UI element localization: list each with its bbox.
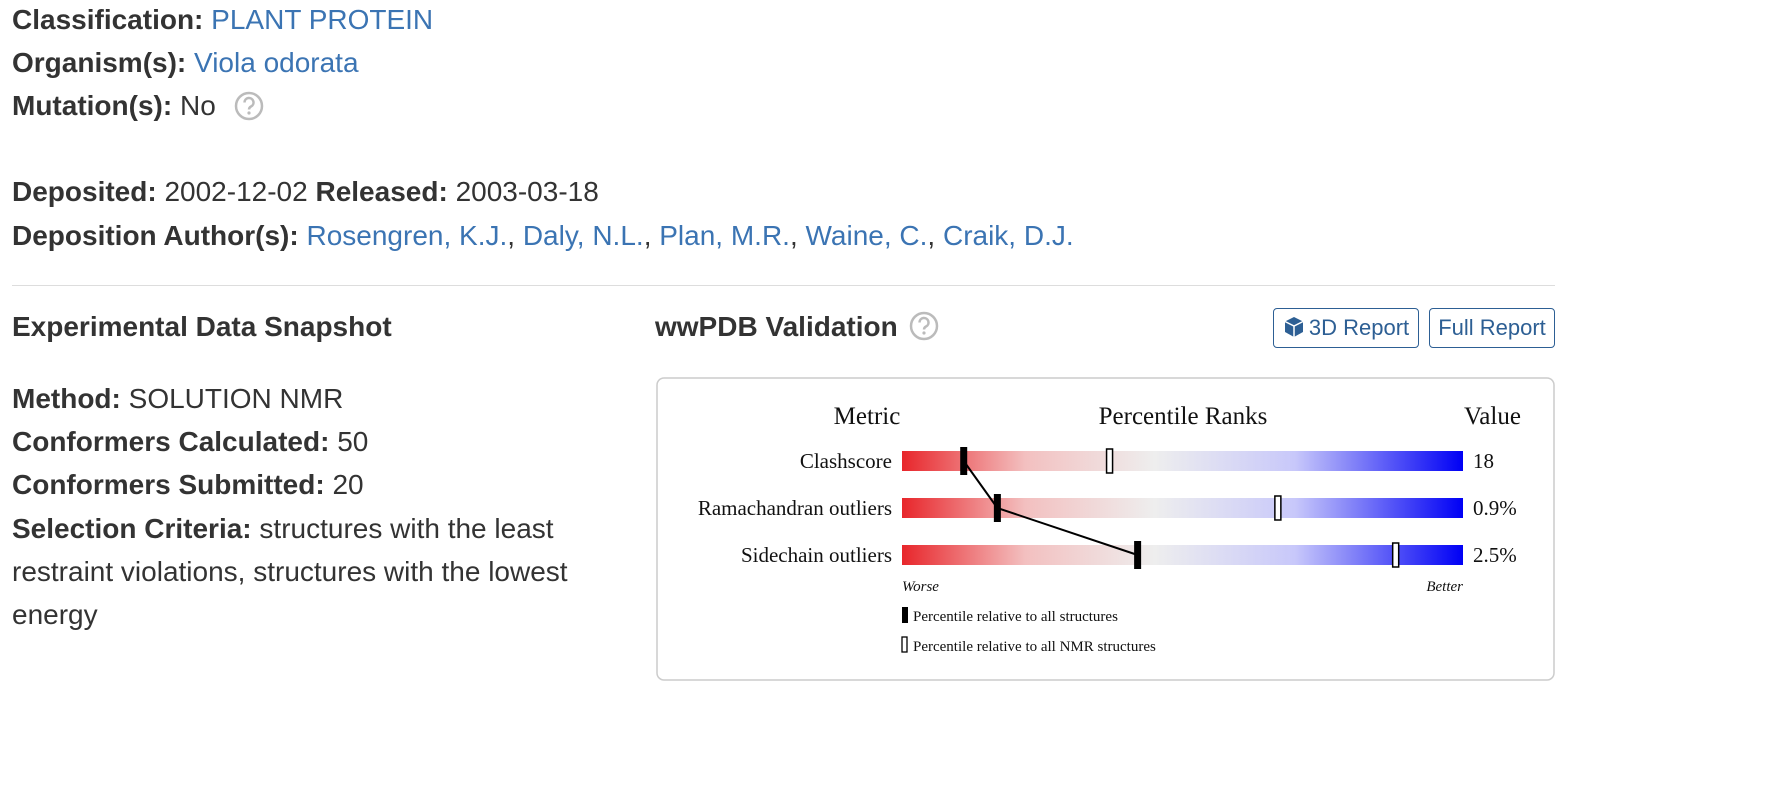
marker-nmr (1274, 495, 1282, 521)
legend-swatch (902, 607, 908, 623)
legend-text: Percentile relative to all NMR structure… (913, 639, 1156, 655)
label: Classification: (12, 4, 204, 35)
value: No (179, 90, 216, 121)
label: Conformers Submitted: (12, 469, 325, 500)
cube-icon (1284, 317, 1304, 337)
percentile-bar (902, 545, 1463, 565)
value: structures with the least restraint viol… (12, 513, 568, 630)
column-header: Metric (834, 403, 901, 430)
percentile-bar (902, 451, 1463, 471)
legend-swatch (901, 636, 908, 653)
help-icon[interactable] (234, 91, 264, 121)
author-link[interactable]: Daly, N.L. (522, 220, 644, 251)
author-link[interactable]: Plan, M.R. (659, 220, 790, 251)
metric-name: Sidechain outliers (741, 543, 892, 567)
author-link[interactable]: Rosengren, K.J. (306, 220, 508, 251)
value: 2003-03-18 (455, 176, 599, 207)
button-full-report[interactable]: Full Report (1429, 308, 1555, 348)
field: Conformers Submitted: 20 (12, 463, 364, 506)
author-link[interactable]: Craik, D.J. (942, 220, 1074, 251)
author-link[interactable]: Waine, C. (805, 220, 928, 251)
metric-value: 18 (1473, 449, 1494, 473)
label: 3D Report (1308, 315, 1410, 340)
separator: , (643, 220, 652, 251)
value: 2002-12-02 (164, 176, 308, 207)
label: Method: (12, 383, 121, 414)
metric-name: Ramachandran outliers (698, 496, 892, 520)
marker-all (1134, 541, 1142, 569)
metric-name: Clashscore (800, 449, 892, 473)
separator: , (789, 220, 798, 251)
value: SOLUTION NMR (128, 383, 344, 414)
title: wwPDB Validation (655, 311, 898, 342)
worse-label: Worse (902, 579, 939, 595)
dates: Deposited: 2002-12-02 Released: 2003-03-… (12, 170, 599, 213)
link[interactable]: PLANT PROTEIN (211, 4, 434, 35)
section-title: wwPDB Validation (655, 305, 939, 348)
better-label: Better (1426, 579, 1463, 595)
label: Conformers Calculated: (12, 426, 330, 457)
separator: , (927, 220, 936, 251)
help-icon[interactable] (909, 311, 939, 341)
metric-value: 2.5% (1473, 543, 1517, 567)
marker-nmr (1391, 542, 1400, 568)
marker-all (993, 494, 1001, 522)
column-header: Value (1464, 403, 1521, 430)
label: Mutation(s): (12, 90, 173, 121)
metric-value: 0.9% (1473, 496, 1517, 520)
separator: , (507, 220, 516, 251)
validation-panel: Metric Percentile Ranks Value Clashscore 18 R… (656, 377, 1555, 681)
percentile-bar (902, 498, 1463, 518)
organism: Organism(s): Viola odorata (12, 41, 359, 84)
field: Conformers Calculated: 50 (12, 420, 368, 463)
marker-nmr (1105, 448, 1114, 474)
divider (12, 285, 1555, 286)
label: Full Report (1438, 315, 1546, 340)
section-title: Experimental Data Snapshot (12, 311, 392, 342)
authors: Deposition Author(s): Rosengren, K.J., D… (12, 214, 1074, 257)
field: Selection Criteria: structures with the … (12, 507, 604, 636)
label: Organism(s): (12, 47, 187, 78)
label: Selection Criteria: (12, 513, 252, 544)
value: 50 (337, 426, 369, 457)
label: Deposition Author(s): (12, 220, 299, 251)
field: Method: SOLUTION NMR (12, 377, 343, 420)
label: Released: (315, 176, 448, 207)
mutation: Mutation(s): No (12, 84, 264, 127)
button-3d-report[interactable]: 3D Report (1273, 308, 1419, 348)
legend-text: Percentile relative to all structures (913, 609, 1118, 625)
value: 20 (332, 469, 364, 500)
label: Deposited: (12, 176, 157, 207)
classification: Classification: PLANT PROTEIN (12, 0, 433, 41)
marker-all (960, 447, 968, 475)
column-header: Percentile Ranks (1099, 403, 1268, 430)
link[interactable]: Viola odorata (194, 47, 359, 78)
